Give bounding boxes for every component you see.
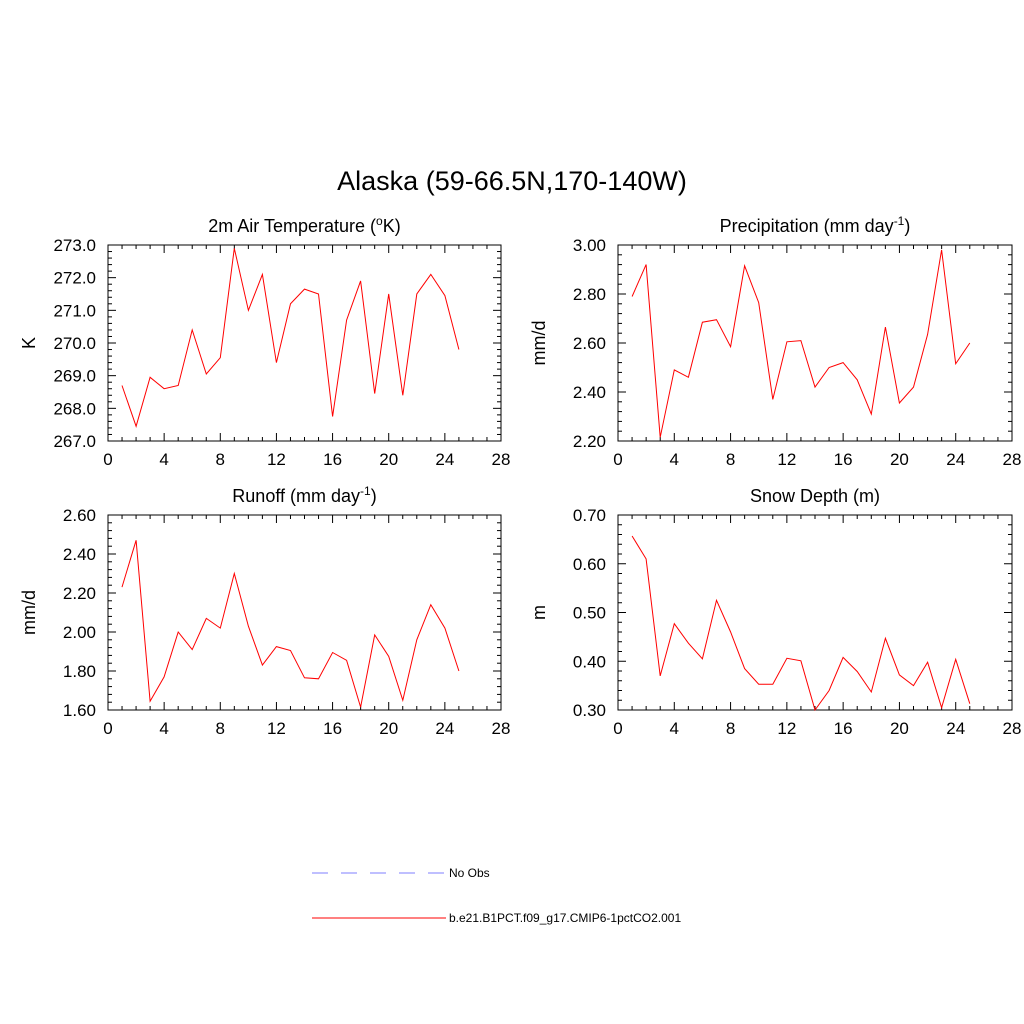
panels: 2m Air Temperature (oK) K 0 4 8 12 16 20 24 28 267… xyxy=(19,214,1021,738)
legend-label-model: b.e21.B1PCT.f09_g17.CMIP6-1pctCO2.001 xyxy=(449,911,681,925)
series-line-1 xyxy=(631,535,971,712)
x-tick-label: 12 xyxy=(777,719,796,738)
panel-title: Snow Depth (m) xyxy=(750,486,880,506)
x-tick-label: 24 xyxy=(946,450,965,469)
x-tick-label: 12 xyxy=(267,719,286,738)
x-tick-label: 12 xyxy=(777,450,796,469)
panel-title-superscript: -1 xyxy=(360,484,371,498)
x-tick-label: 4 xyxy=(159,719,168,738)
x-tick-label: 12 xyxy=(267,450,286,469)
y-tick-label: 2.40 xyxy=(573,383,606,402)
x-tick-label: 8 xyxy=(726,719,735,738)
x-tick-label: 8 xyxy=(726,450,735,469)
y-tick-label: 2.60 xyxy=(573,334,606,353)
x-tick-label: 28 xyxy=(1003,450,1022,469)
y-tick-label: 2.00 xyxy=(63,623,96,642)
x-tick-label: 4 xyxy=(670,450,679,469)
series-line-1 xyxy=(121,540,460,708)
x-tick-label: 20 xyxy=(890,450,909,469)
series-line-1 xyxy=(121,248,460,428)
x-tick-label: 16 xyxy=(834,719,853,738)
x-tick-label: 20 xyxy=(379,450,398,469)
x-tick-label: 4 xyxy=(159,450,168,469)
y-tick-label: 2.20 xyxy=(63,584,96,603)
y-tick-label: 273.0 xyxy=(53,236,96,255)
y-axis-label: m xyxy=(529,605,549,620)
y-tick-label: 267.0 xyxy=(53,432,96,451)
panel-title-suffix: ) xyxy=(371,486,377,506)
x-tick-label: 28 xyxy=(492,719,511,738)
y-tick-label: 0.40 xyxy=(573,652,606,671)
y-tick-label: 0.50 xyxy=(573,604,606,623)
x-tick-label: 28 xyxy=(1003,719,1022,738)
x-tick-label: 16 xyxy=(834,450,853,469)
y-tick-label: 269.0 xyxy=(53,367,96,386)
y-tick-label: 0.70 xyxy=(573,506,606,525)
legend: No Obs b.e21.B1PCT.f09_g17.CMIP6-1pctCO2… xyxy=(312,866,681,925)
panel-title: 2m Air Temperature (oK) xyxy=(208,214,400,236)
panel-title: Runoff (mm day-1) xyxy=(232,484,376,506)
x-tick-label: 16 xyxy=(323,719,342,738)
x-tick-label: 4 xyxy=(670,719,679,738)
x-tick-label: 0 xyxy=(613,450,622,469)
y-tick-label: 3.00 xyxy=(573,236,606,255)
panel-3: Runoff (mm day-1) mm/d 0 4 8 12 16 20 24 28 1.60 1.… xyxy=(19,484,510,738)
y-tick-label: 0.60 xyxy=(573,555,606,574)
x-tick-label: 0 xyxy=(103,450,112,469)
y-tick-label: 2.40 xyxy=(63,545,96,564)
panel-4: Snow Depth (m) m 0 4 8 12 16 20 24 28 0.30 0.40 0.50… xyxy=(529,486,1021,738)
y-tick-label: 1.60 xyxy=(63,701,96,720)
y-tick-label: 2.60 xyxy=(63,506,96,525)
y-axis-label: mm/d xyxy=(529,321,549,366)
x-tick-label: 20 xyxy=(379,719,398,738)
legend-label-no-obs: No Obs xyxy=(449,866,490,880)
y-axis-label: mm/d xyxy=(19,590,39,635)
panel-2: Precipitation (mm day-1) mm/d 0 4 8 12 16 20 24 2… xyxy=(529,214,1021,469)
panel-title: Precipitation (mm day-1) xyxy=(720,214,911,236)
y-tick-label: 1.80 xyxy=(63,662,96,681)
plot-frame xyxy=(107,514,502,711)
y-tick-label: 270.0 xyxy=(53,334,96,353)
y-tick-label: 272.0 xyxy=(53,269,96,288)
series-line-1 xyxy=(631,249,971,438)
panel-title-suffix: K) xyxy=(383,216,401,236)
plot-frame xyxy=(617,514,1013,711)
panel-title-suffix: ) xyxy=(904,216,910,236)
panel-title-superscript: o xyxy=(376,214,383,228)
y-tick-label: 2.20 xyxy=(573,432,606,451)
y-tick-label: 268.0 xyxy=(53,399,96,418)
y-tick-label: 0.30 xyxy=(573,701,606,720)
x-tick-label: 24 xyxy=(946,719,965,738)
y-axis-label: K xyxy=(19,337,39,349)
y-tick-label: 271.0 xyxy=(53,301,96,320)
y-tick-label: 2.80 xyxy=(573,285,606,304)
figure-title: Alaska (59-66.5N,170-140W) xyxy=(337,166,687,196)
x-tick-label: 28 xyxy=(492,450,511,469)
x-tick-label: 24 xyxy=(435,450,454,469)
x-tick-label: 8 xyxy=(216,719,225,738)
panel-title-superscript: -1 xyxy=(894,214,905,228)
x-tick-label: 20 xyxy=(890,719,909,738)
plot-frame xyxy=(107,244,502,442)
x-tick-label: 24 xyxy=(435,719,454,738)
x-tick-label: 8 xyxy=(216,450,225,469)
x-tick-label: 0 xyxy=(103,719,112,738)
x-tick-label: 0 xyxy=(613,719,622,738)
x-tick-label: 16 xyxy=(323,450,342,469)
panel-1: 2m Air Temperature (oK) K 0 4 8 12 16 20 24 28 267… xyxy=(19,214,510,469)
